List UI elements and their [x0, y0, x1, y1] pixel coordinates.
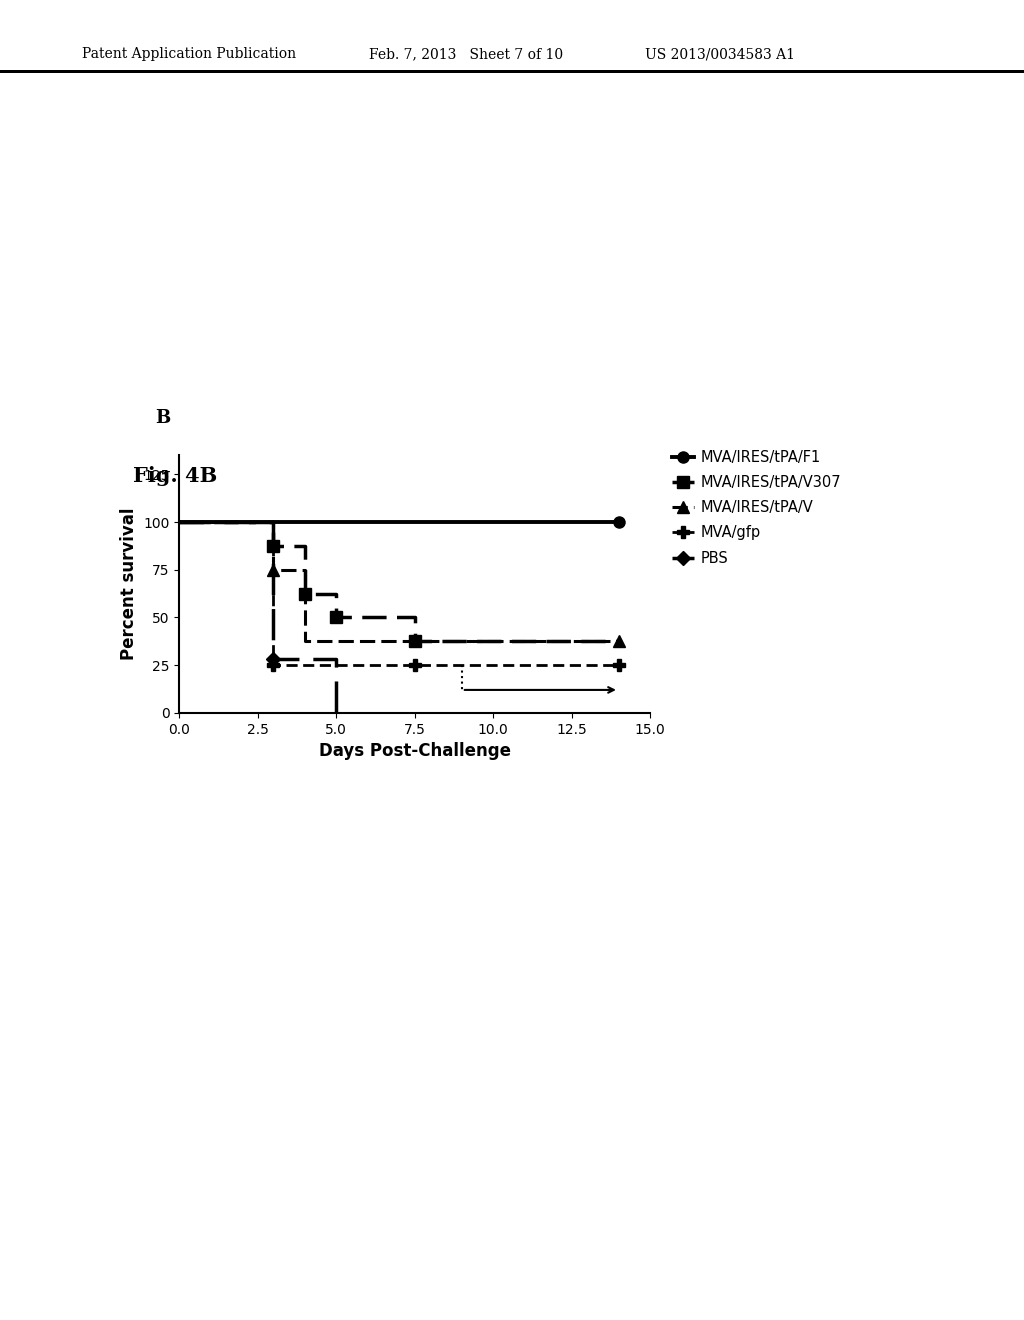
Text: Fig. 4B: Fig. 4B: [133, 466, 217, 486]
Y-axis label: Percent survival: Percent survival: [120, 508, 137, 660]
Text: B: B: [156, 409, 171, 428]
Legend: MVA/IRES/tPA/F1, MVA/IRES/tPA/V307, MVA/IRES/tPA/V, MVA/gfp, PBS: MVA/IRES/tPA/F1, MVA/IRES/tPA/V307, MVA/…: [672, 450, 842, 566]
X-axis label: Days Post-Challenge: Days Post-Challenge: [318, 742, 511, 760]
Text: US 2013/0034583 A1: US 2013/0034583 A1: [645, 48, 795, 61]
Text: Patent Application Publication: Patent Application Publication: [82, 48, 296, 61]
Text: Feb. 7, 2013   Sheet 7 of 10: Feb. 7, 2013 Sheet 7 of 10: [369, 48, 563, 61]
